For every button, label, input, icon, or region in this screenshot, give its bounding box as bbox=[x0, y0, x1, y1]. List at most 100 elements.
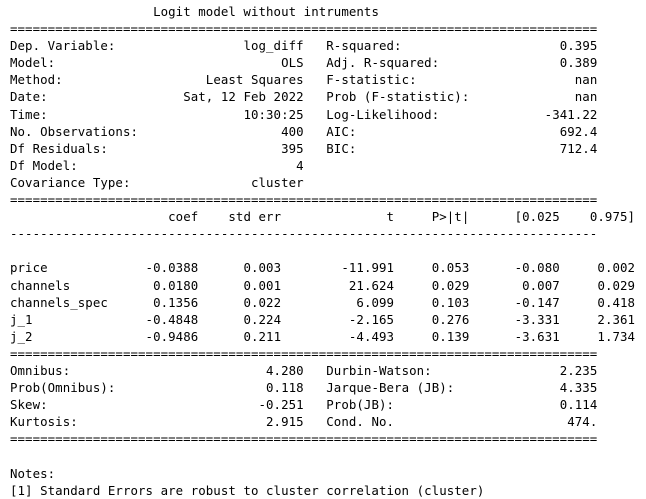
blank-line bbox=[10, 447, 635, 464]
spacer bbox=[304, 89, 327, 104]
stderr-value: 0.022 bbox=[243, 294, 282, 310]
cell-wrap: No. Observations: bbox=[10, 124, 161, 139]
diag-label: Kurtosis: bbox=[10, 414, 78, 430]
diag-value: 2.915 bbox=[266, 414, 304, 430]
cell-wrap: 0.002 bbox=[560, 260, 635, 275]
ci-low-value: 0.007 bbox=[522, 277, 560, 293]
cell-wrap: Adj. R-squared: bbox=[326, 55, 477, 70]
single-rule: ----------------------------------------… bbox=[10, 226, 598, 242]
header-row: Method: Least Squares F-statistic: nan bbox=[10, 71, 635, 88]
title-text: Logit model without intruments bbox=[153, 4, 379, 19]
variable-name: j_2 bbox=[10, 328, 33, 344]
spacer bbox=[304, 124, 327, 139]
header-label: Date: bbox=[10, 89, 48, 105]
header-label: Df Residuals: bbox=[10, 140, 108, 156]
column-header: 0.975] bbox=[589, 209, 636, 225]
cell-wrap: Method: bbox=[10, 72, 161, 87]
diag-label: Skew: bbox=[10, 397, 48, 413]
header-label: AIC: bbox=[326, 123, 357, 139]
notes-section: [1] Standard Errors are robust to cluste… bbox=[10, 482, 635, 499]
cell-wrap: -2.165 bbox=[281, 312, 394, 327]
coef-value: 0.0180 bbox=[153, 277, 199, 293]
header-label: R-squared: bbox=[326, 38, 402, 54]
cell-wrap: -3.331 bbox=[469, 312, 560, 327]
cell-wrap: -341.22 bbox=[477, 107, 598, 122]
diag-label: Durbin-Watson: bbox=[326, 362, 432, 378]
cell-wrap: BIC: bbox=[326, 141, 477, 156]
title-indent bbox=[10, 4, 153, 19]
spacer bbox=[304, 72, 327, 87]
cell-wrap: 0.103 bbox=[394, 294, 470, 310]
cell-wrap: 2.235 bbox=[477, 363, 598, 378]
cell-wrap: 4 bbox=[161, 158, 304, 173]
cell-wrap bbox=[477, 158, 597, 173]
cell-wrap: -0.4848 bbox=[138, 311, 199, 327]
cell-wrap: 0.007 bbox=[469, 277, 560, 293]
cell-wrap: channels_spec bbox=[10, 295, 138, 310]
cell-wrap: -0.080 bbox=[469, 260, 560, 275]
header-value: 692.4 bbox=[559, 123, 598, 139]
spacer bbox=[304, 363, 327, 378]
spacer bbox=[304, 380, 327, 395]
header-label: BIC: bbox=[326, 140, 357, 156]
cell-wrap: 395 bbox=[161, 141, 304, 156]
cell-wrap: log_diff bbox=[161, 38, 304, 53]
p-value: 0.053 bbox=[431, 260, 470, 276]
blank-line bbox=[10, 242, 635, 259]
cell-wrap: Cond. No. bbox=[326, 414, 477, 429]
cell-wrap: nan bbox=[477, 89, 598, 104]
cell-wrap: t bbox=[281, 209, 394, 224]
diag-label: Cond. No. bbox=[326, 414, 395, 430]
variable-name: price bbox=[10, 260, 48, 276]
diag-value: 4.335 bbox=[559, 380, 598, 396]
spacer bbox=[304, 175, 327, 190]
header-row: Df Model: 4 bbox=[10, 157, 635, 174]
spacer bbox=[304, 397, 327, 412]
cell-wrap: Prob(JB): bbox=[326, 397, 477, 412]
header-value: cluster bbox=[250, 174, 304, 190]
regression-summary: Logit model without intruments ==========… bbox=[10, 3, 635, 499]
cell-wrap: -0.0388 bbox=[138, 260, 199, 275]
cell-wrap: -4.493 bbox=[281, 329, 394, 344]
cell-wrap bbox=[477, 175, 597, 190]
cell-wrap: Jarque-Bera (JB): bbox=[326, 380, 477, 395]
header-label: Model: bbox=[10, 55, 56, 71]
header-row: Model: OLS Adj. R-squared: 0.389 bbox=[10, 54, 635, 71]
cell-wrap: Df Residuals: bbox=[10, 141, 161, 156]
cell-wrap: 400 bbox=[161, 124, 304, 139]
cell-wrap: Least Squares bbox=[161, 72, 304, 87]
header-value: -341.22 bbox=[544, 106, 598, 122]
p-value: 0.103 bbox=[431, 294, 470, 310]
ci-high-value: 0.002 bbox=[597, 260, 636, 276]
header-value: Sat, 12 Feb 2022 bbox=[183, 89, 304, 105]
coef-row: price -0.0388 0.003 -11.991 0.053 -0.080… bbox=[10, 259, 635, 276]
header-value: nan bbox=[574, 72, 598, 88]
cell-wrap: -0.251 bbox=[161, 397, 304, 412]
cell-wrap: j_2 bbox=[10, 329, 138, 344]
cell-wrap: 0.211 bbox=[198, 329, 281, 344]
p-value: 0.029 bbox=[431, 277, 470, 293]
cell-wrap: R-squared: bbox=[326, 38, 477, 53]
coef-row: channels 0.0180 0.001 21.624 0.029 0.007… bbox=[10, 277, 635, 294]
cell-wrap: 0.418 bbox=[560, 295, 635, 310]
header-value: 0.389 bbox=[559, 55, 598, 71]
column-header: coef bbox=[168, 209, 199, 225]
p-value: 0.276 bbox=[431, 311, 470, 327]
header-label: Method: bbox=[10, 72, 63, 88]
t-value: -4.493 bbox=[348, 328, 395, 344]
header-value: log_diff bbox=[243, 38, 304, 54]
variable-name: j_1 bbox=[10, 311, 33, 327]
header-label: Covariance Type: bbox=[10, 174, 131, 190]
cell-wrap: 6.099 bbox=[281, 295, 394, 310]
coef-value: -0.4848 bbox=[145, 311, 199, 327]
cell-wrap bbox=[326, 175, 477, 190]
diag-label: Jarque-Bera (JB): bbox=[326, 380, 455, 396]
header-value: 400 bbox=[281, 123, 304, 139]
cell-wrap: 474. bbox=[477, 414, 597, 429]
p-value: 0.139 bbox=[431, 328, 470, 344]
cell-wrap: Durbin-Watson: bbox=[326, 363, 477, 378]
column-header: P>|t| bbox=[431, 209, 470, 225]
cell-wrap: Dep. Variable: bbox=[10, 38, 161, 53]
diag-section: Omnibus: 4.280 Durbin-Watson: 2.235 Prob(… bbox=[10, 362, 635, 430]
cell-wrap: 0.395 bbox=[477, 38, 598, 53]
